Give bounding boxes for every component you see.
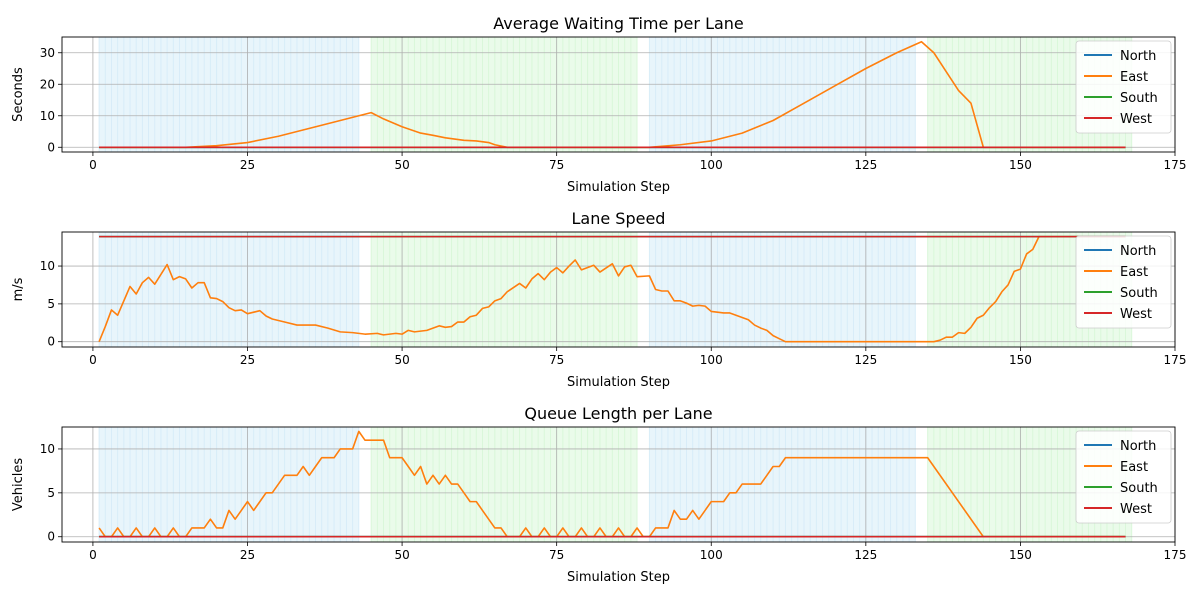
y-tick-label: 10 — [40, 109, 55, 123]
x-tick-label: 50 — [394, 548, 409, 562]
x-tick-label: 100 — [700, 158, 723, 172]
x-tick-label: 150 — [1009, 158, 1032, 172]
x-tick-label: 25 — [240, 353, 255, 367]
x-tick-label: 75 — [549, 158, 564, 172]
legend-label-east: East — [1120, 460, 1148, 475]
series-group — [99, 40, 1126, 149]
legend-label-west: West — [1120, 112, 1152, 127]
x-tick-label: 125 — [854, 548, 877, 562]
y-tick-label: 5 — [47, 297, 55, 311]
series-group — [98, 235, 1126, 343]
y-tick-label: 20 — [40, 77, 55, 91]
x-axis-label: Simulation Step — [567, 180, 670, 195]
legend: North East South West — [1075, 40, 1172, 134]
chart-title: Lane Speed — [572, 209, 666, 228]
x-tick-label: 0 — [89, 353, 97, 367]
phase-band — [371, 37, 638, 152]
x-tick-label: 50 — [394, 158, 409, 172]
y-tick-label: 30 — [40, 46, 55, 60]
chart-queue-length: 0 25 50 75 100 125 150 175 0 5 10 Queue Length per … — [11, 404, 1186, 585]
chart-waiting-time: 0 25 50 75 100 125 150 175 0 10 20 30 Average Waitin… — [11, 14, 1186, 195]
y-tick-label: 10 — [40, 442, 55, 456]
x-tick-label: 125 — [854, 353, 877, 367]
legend-label-south: South — [1120, 286, 1158, 301]
phase-band — [371, 427, 638, 542]
legend-label-south: South — [1120, 91, 1158, 106]
phase-band — [649, 427, 916, 542]
y-tick-label: 0 — [47, 530, 55, 544]
legend-label-west: West — [1120, 307, 1152, 322]
chart-lane-speed: 0 25 50 75 100 125 150 175 0 5 10 Lane Speed Simulat… — [11, 209, 1186, 390]
legend-box — [1075, 40, 1172, 134]
legend-box — [1075, 430, 1172, 524]
series-group — [98, 430, 1126, 538]
x-tick-label: 175 — [1164, 548, 1187, 562]
x-tick-label: 50 — [394, 353, 409, 367]
legend-label-north: North — [1120, 439, 1156, 454]
legend-label-north: North — [1120, 244, 1156, 259]
phase-band — [371, 232, 638, 347]
x-tick-label: 125 — [854, 158, 877, 172]
x-tick-label: 25 — [240, 158, 255, 172]
x-tick-label: 150 — [1009, 353, 1032, 367]
x-tick-label: 0 — [89, 548, 97, 562]
plot-frame — [61, 426, 1176, 543]
x-tick-label: 25 — [240, 548, 255, 562]
plot-frame — [61, 231, 1176, 348]
y-axis-label: Seconds — [11, 67, 26, 122]
y-tick-label: 0 — [47, 140, 55, 154]
y-axis-label: Vehicles — [11, 458, 26, 511]
series-line-east — [98, 235, 1126, 343]
legend-label-east: East — [1120, 70, 1148, 85]
x-axis-label: Simulation Step — [567, 570, 670, 585]
plot-frame — [61, 36, 1176, 153]
legend-label-west: West — [1120, 502, 1152, 517]
legend: North East South West — [1075, 235, 1172, 329]
x-tick-label: 75 — [549, 548, 564, 562]
x-tick-label: 150 — [1009, 548, 1032, 562]
x-tick-label: 75 — [549, 353, 564, 367]
legend-box — [1075, 235, 1172, 329]
x-tick-label: 175 — [1164, 158, 1187, 172]
y-tick-label: 5 — [47, 486, 55, 500]
y-tick-label: 0 — [47, 335, 55, 349]
x-tick-label: 175 — [1164, 353, 1187, 367]
x-tick-label: 0 — [89, 158, 97, 172]
series-line-east — [98, 430, 1126, 538]
legend-label-south: South — [1120, 481, 1158, 496]
y-axis-label: m/s — [11, 277, 26, 301]
y-tick-label: 10 — [40, 259, 55, 273]
x-tick-label: 100 — [700, 548, 723, 562]
series-line-east — [99, 40, 1126, 149]
legend-label-east: East — [1120, 265, 1148, 280]
x-tick-label: 100 — [700, 353, 723, 367]
chart-title: Average Waiting Time per Lane — [493, 14, 744, 33]
legend: North East South West — [1075, 430, 1172, 524]
legend-label-north: North — [1120, 49, 1156, 64]
chart-title: Queue Length per Lane — [524, 404, 712, 423]
phase-band — [649, 37, 916, 152]
x-axis-label: Simulation Step — [567, 375, 670, 390]
phase-band — [649, 232, 916, 347]
